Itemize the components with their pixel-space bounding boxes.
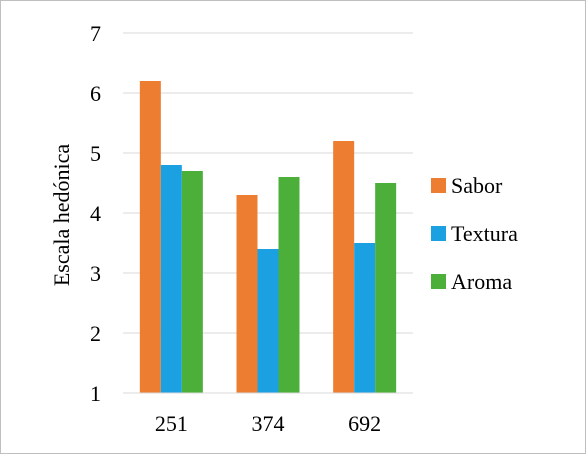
- bar-aroma-374: [278, 177, 300, 393]
- bar-sabor-251: [139, 81, 161, 393]
- x-tick-label: 251: [155, 411, 188, 436]
- x-tick-labels: 251 374 692: [155, 411, 381, 436]
- bar-sabor-692: [333, 141, 355, 393]
- bar-aroma-251: [181, 171, 203, 393]
- y-axis-title: Escala hedónica: [49, 144, 74, 287]
- y-tick-label: 2: [90, 321, 101, 346]
- bar-aroma-692: [375, 183, 397, 393]
- y-tick-label: 3: [90, 261, 101, 286]
- y-tick-label: 5: [90, 141, 101, 166]
- y-tick-label: 7: [90, 21, 101, 46]
- bar-textura-692: [354, 243, 376, 393]
- bar-textura-251: [160, 165, 182, 393]
- legend: Sabor Textura Aroma: [431, 173, 518, 294]
- legend-label-sabor: Sabor: [451, 173, 503, 198]
- legend-swatch-sabor: [431, 178, 446, 193]
- bar-textura-374: [257, 249, 279, 393]
- legend-swatch-aroma: [431, 274, 446, 289]
- legend-label-textura: Textura: [451, 221, 518, 246]
- bar-sabor-374: [236, 195, 258, 393]
- legend-label-aroma: Aroma: [451, 269, 512, 294]
- y-tick-label: 6: [90, 81, 101, 106]
- x-tick-label: 374: [252, 411, 285, 436]
- bars: [139, 81, 397, 393]
- y-tick-label: 1: [90, 381, 101, 406]
- y-tick-label: 4: [90, 201, 101, 226]
- x-tick-label: 692: [348, 411, 381, 436]
- y-tick-labels: 1 2 3 4 5 6 7: [90, 21, 101, 406]
- legend-swatch-textura: [431, 226, 446, 241]
